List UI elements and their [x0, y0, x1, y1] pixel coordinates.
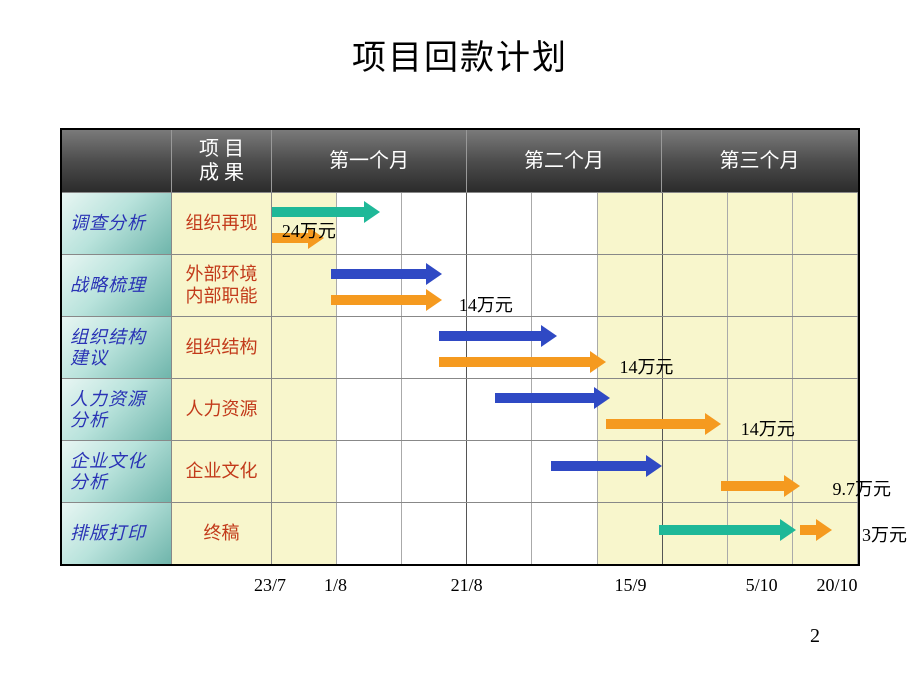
task-cell: 人力资源 分析	[62, 378, 172, 440]
table-row: 战略梳理外部环境 内部职能 14万元	[62, 254, 858, 316]
grid-subcol	[272, 317, 337, 378]
table-row: 人力资源 分析人力资源 14万元	[62, 378, 858, 440]
header-month-1: 第一个月	[272, 130, 467, 192]
gantt-chart: 项 目 成 果 第一个月 第二个月 第三个月 调查分析组织再现 24万元战略梳理外…	[60, 128, 860, 566]
gantt-arrow	[659, 525, 783, 535]
gantt-arrow	[800, 525, 819, 535]
result-cell: 企业文化	[172, 440, 272, 502]
task-cell: 企业文化 分析	[62, 440, 172, 502]
header-month-3: 第三个月	[662, 130, 857, 192]
table-row: 排版打印终稿3万元	[62, 502, 858, 564]
grid-subcol	[532, 441, 597, 502]
date-label: 20/10	[817, 575, 858, 596]
amount-label: 24万元	[282, 217, 336, 243]
amount-label: 14万元	[741, 415, 795, 441]
grid-subcol	[272, 255, 337, 316]
date-label: 23/7	[254, 575, 286, 596]
result-cell: 组织再现	[172, 192, 272, 254]
grid-subcol	[337, 255, 402, 316]
grid-subcol	[532, 193, 597, 254]
date-label: 15/9	[615, 575, 647, 596]
grid-subcol	[598, 193, 663, 254]
table-row: 企业文化 分析企业文化9.7万元	[62, 440, 858, 502]
header-task	[62, 130, 172, 192]
task-cell: 组织结构 建议	[62, 316, 172, 378]
date-label: 5/10	[746, 575, 778, 596]
amount-label: 9.7万元	[833, 475, 892, 501]
page-number: 2	[810, 625, 820, 648]
grid-subcol	[337, 379, 402, 440]
gantt-arrow	[439, 357, 592, 367]
task-cell: 战略梳理	[62, 254, 172, 316]
grid-subcol	[337, 317, 402, 378]
grid-subcol	[272, 379, 337, 440]
gantt-arrow	[721, 481, 786, 491]
grid-subcol	[728, 317, 793, 378]
header-result: 项 目 成 果	[172, 130, 272, 192]
gantt-arrow	[331, 269, 428, 279]
grid-subcol	[663, 441, 728, 502]
grid-subcol	[793, 317, 858, 378]
grid-subcol	[402, 317, 467, 378]
grid-subcol	[402, 441, 467, 502]
grid-subcol	[467, 441, 532, 502]
grid-subcol	[793, 255, 858, 316]
gantt-arrow	[495, 393, 596, 403]
grid-subcol	[793, 379, 858, 440]
header-month-2: 第二个月	[467, 130, 662, 192]
grid-subcol	[532, 255, 597, 316]
grid-subcol	[467, 317, 532, 378]
task-cell: 调查分析	[62, 192, 172, 254]
grid-subcol	[402, 193, 467, 254]
date-label: 21/8	[451, 575, 483, 596]
gantt-arrow	[331, 295, 428, 305]
result-cell: 终稿	[172, 502, 272, 564]
page-title: 项目回款计划	[0, 0, 920, 97]
amount-label: 14万元	[619, 353, 673, 379]
grid-subcol	[467, 503, 532, 564]
grid-subcol	[467, 193, 532, 254]
grid-subcol	[728, 255, 793, 316]
gantt-arrow	[551, 461, 648, 471]
grid-subcol	[532, 503, 597, 564]
grid-subcol	[272, 441, 337, 502]
grid-subcol	[272, 503, 337, 564]
date-label: 1/8	[324, 575, 347, 596]
grid-subcol	[598, 503, 663, 564]
grid-subcol	[793, 193, 858, 254]
grid-subcol	[663, 255, 728, 316]
gantt-arrow	[439, 331, 543, 341]
grid-subcol	[337, 503, 402, 564]
grid-subcol	[532, 379, 597, 440]
amount-label: 14万元	[459, 291, 513, 317]
grid-subcol	[467, 379, 532, 440]
header-row: 项 目 成 果 第一个月 第二个月 第三个月	[62, 130, 858, 192]
table-row: 组织结构 建议组织结构 14万元	[62, 316, 858, 378]
timeline-cell: 14万元	[272, 316, 858, 378]
gantt-arrow	[606, 419, 707, 429]
grid-subcol	[402, 503, 467, 564]
timeline-cell: 9.7万元	[272, 440, 858, 502]
grid-subcol	[663, 193, 728, 254]
grid-subcol	[337, 441, 402, 502]
result-cell: 人力资源	[172, 378, 272, 440]
gantt-arrow	[272, 207, 366, 217]
grid-subcol	[402, 379, 467, 440]
result-cell: 组织结构	[172, 316, 272, 378]
task-cell: 排版打印	[62, 502, 172, 564]
grid-subcol	[598, 255, 663, 316]
timeline-cell: 24万元	[272, 192, 858, 254]
grid-subcol	[728, 193, 793, 254]
timeline-cell: 3万元	[272, 502, 858, 564]
timeline-cell: 14万元	[272, 378, 858, 440]
timeline-cell: 14万元	[272, 254, 858, 316]
table-row: 调查分析组织再现 24万元	[62, 192, 858, 254]
result-cell: 外部环境 内部职能	[172, 254, 272, 316]
amount-label: 3万元	[862, 521, 907, 547]
